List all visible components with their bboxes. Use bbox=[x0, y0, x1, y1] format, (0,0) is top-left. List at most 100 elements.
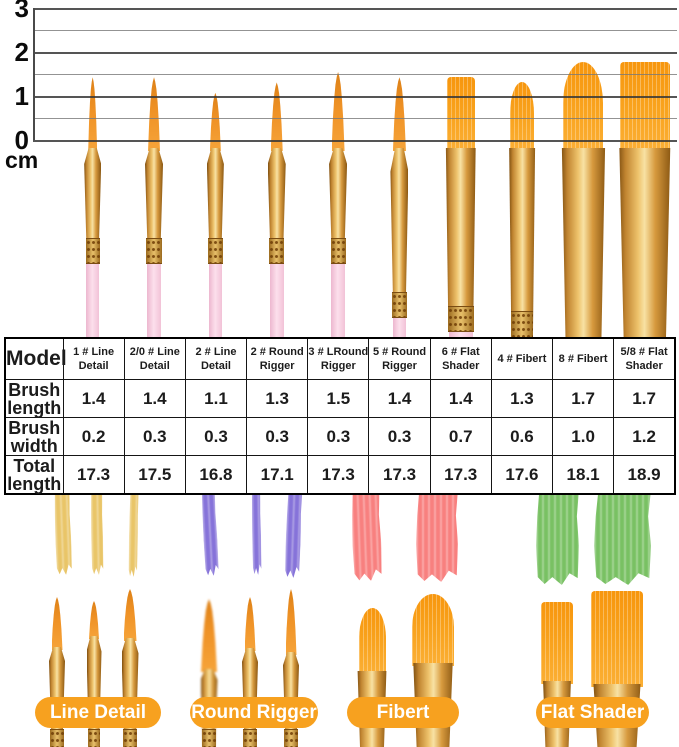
paint-stroke-texture bbox=[251, 487, 262, 575]
ruler-tick-label: 1 bbox=[14, 81, 29, 111]
brush-bristle bbox=[201, 599, 217, 672]
value-cell: 0.6 bbox=[490, 417, 554, 456]
table-corner-label: Model bbox=[4, 337, 67, 380]
brush-ferrule-crimp bbox=[122, 729, 138, 747]
value-cell: 0.3 bbox=[184, 417, 248, 456]
brush-bristle bbox=[51, 597, 63, 650]
brush-bristle bbox=[510, 82, 535, 151]
paint-stroke-texture bbox=[54, 489, 73, 576]
brush-ferrule-crimp bbox=[284, 729, 298, 747]
row-label-cell: Brush width bbox=[4, 417, 64, 456]
model-header-cell: 6 # Flat Shader bbox=[429, 337, 492, 380]
ruler-tick-label: 3 bbox=[14, 0, 29, 23]
paint-stroke-purple bbox=[251, 487, 262, 575]
brush-ferrule bbox=[206, 148, 224, 262]
brush-bristle bbox=[591, 591, 643, 687]
brush-bristle bbox=[270, 82, 283, 151]
paint-stroke-texture bbox=[350, 487, 382, 582]
brush-bristle bbox=[123, 589, 137, 641]
brush-ferrule-crimp bbox=[201, 729, 217, 747]
value-cell: 17.5 bbox=[123, 455, 186, 495]
model-header-cell: 5/8 # Flat Shader bbox=[613, 337, 676, 380]
value-cell: 0.3 bbox=[368, 417, 431, 456]
brush-ferrule bbox=[619, 148, 671, 337]
brush-bristle bbox=[446, 77, 475, 151]
paint-stroke-green bbox=[536, 487, 579, 585]
brush-ferrule-crimp bbox=[330, 238, 346, 264]
paint-stroke-texture bbox=[594, 487, 651, 585]
value-cell: 18.9 bbox=[613, 455, 676, 495]
model-header-cell: 2/0 # Line Detail bbox=[123, 337, 186, 380]
value-cell: 1.2 bbox=[613, 417, 676, 456]
brush-bristle bbox=[244, 597, 256, 651]
value-cell: 16.8 bbox=[184, 455, 248, 495]
value-cell: 0.3 bbox=[246, 417, 309, 456]
group-label-pill-line-detail: Line Detail bbox=[35, 697, 161, 728]
paint-stroke-texture bbox=[284, 486, 302, 578]
brush-ferrule bbox=[267, 148, 286, 262]
paint-stroke-green bbox=[594, 487, 651, 585]
brush-handle-pink bbox=[448, 329, 473, 338]
brush-ferrule-crimp bbox=[85, 238, 100, 264]
brush-ferrule-crimp bbox=[243, 729, 257, 747]
value-cell: 1.4 bbox=[62, 379, 125, 418]
value-cell: 17.3 bbox=[429, 455, 492, 495]
paint-stroke-texture bbox=[416, 487, 458, 582]
brush-ferrule-crimp bbox=[391, 292, 407, 318]
brush-ferrule-crimp bbox=[146, 238, 162, 264]
group-label-pill-round-rigger: Round Rigger bbox=[190, 697, 318, 728]
value-cell: 0.2 bbox=[62, 417, 125, 456]
group-label-pill-fibert: Fibert bbox=[347, 697, 459, 728]
ruler-gridline bbox=[33, 52, 677, 54]
brush-ferrule-crimp bbox=[87, 729, 101, 747]
ruler-axis-line bbox=[33, 8, 35, 140]
brush-ferrule bbox=[561, 148, 606, 337]
table-row: Brush width 0.2 0.3 0.3 0.3 0.3 0.3 0.7 0.6 1.0 1.… bbox=[4, 417, 676, 456]
brush-handle-pink bbox=[86, 261, 100, 338]
group-label-pill-flat-shader: Flat Shader bbox=[536, 697, 649, 728]
paint-stroke-yellow bbox=[90, 489, 103, 575]
value-cell: 0.7 bbox=[429, 417, 492, 456]
ruler-unit-label: cm bbox=[5, 147, 39, 173]
brush-ferrule-crimp bbox=[208, 238, 223, 264]
brush-bristle bbox=[563, 61, 604, 151]
model-header-cell: 5 # Round Rigger bbox=[368, 337, 431, 380]
brush-bristle bbox=[88, 77, 98, 151]
brush-bristle bbox=[619, 61, 670, 151]
ruler-tick-label: 2 bbox=[14, 37, 29, 67]
model-header-cell: 2 # Line Detail bbox=[184, 337, 248, 380]
value-cell: 1.1 bbox=[184, 379, 248, 418]
ruler-tick-label: 0 bbox=[14, 125, 29, 155]
brush-ferrule bbox=[84, 148, 102, 262]
value-cell: 17.3 bbox=[62, 455, 125, 495]
brush-ferrule bbox=[509, 148, 536, 337]
brush-ferrule-crimp bbox=[269, 238, 285, 264]
table-header-row: Model 1 # Line Detail 2/0 # Line Detail 2 #… bbox=[4, 337, 676, 380]
brush-bristle bbox=[358, 608, 386, 674]
value-cell: 1.0 bbox=[551, 417, 615, 456]
brush-ferrule bbox=[145, 148, 164, 262]
row-label-cell: Brush length bbox=[4, 379, 64, 418]
spec-table: Model 1 # Line Detail 2/0 # Line Detail 2 #… bbox=[4, 337, 676, 495]
brush-ferrule bbox=[390, 148, 409, 316]
table-row: Total length 17.3 17.5 16.8 17.1 17.3 17.3 17.3… bbox=[4, 455, 676, 495]
value-cell: 1.4 bbox=[368, 379, 431, 418]
brush-handle-pink bbox=[392, 315, 407, 338]
brush-bristle bbox=[89, 601, 99, 639]
value-cell: 17.3 bbox=[368, 455, 431, 495]
paint-stroke-texture bbox=[128, 489, 139, 577]
model-header-cell: 4 # Fibert bbox=[490, 337, 554, 380]
value-cell: 17.1 bbox=[246, 455, 309, 495]
paint-stroke-texture bbox=[90, 489, 103, 575]
paint-stroke-yellow bbox=[128, 489, 139, 577]
value-cell: 1.7 bbox=[613, 379, 676, 418]
brush-bristle bbox=[331, 72, 345, 151]
paint-stroke-coral bbox=[416, 487, 458, 582]
brush-bristle bbox=[392, 77, 406, 151]
value-cell: 1.4 bbox=[123, 379, 186, 418]
brush-handle-pink bbox=[147, 261, 161, 338]
value-cell: 1.4 bbox=[429, 379, 492, 418]
value-cell: 1.3 bbox=[490, 379, 554, 418]
model-header-cell: 1 # Line Detail bbox=[62, 337, 125, 380]
brush-ferrule bbox=[329, 148, 348, 262]
